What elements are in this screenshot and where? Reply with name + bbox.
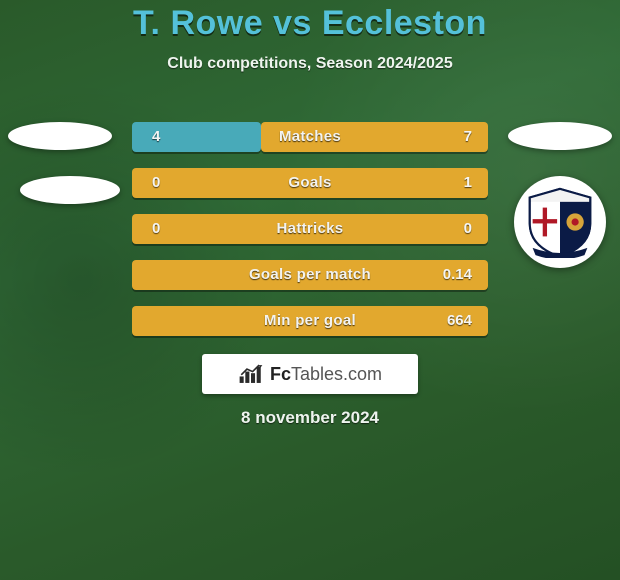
brand-text: FcTables.com <box>270 364 382 385</box>
stat-value-right: 0 <box>464 214 472 244</box>
page-subtitle: Club competitions, Season 2024/2025 <box>0 55 620 73</box>
stat-label: Goals <box>132 168 488 198</box>
stat-value-left: 0 <box>152 214 160 244</box>
stat-value-left: 0 <box>152 168 160 198</box>
stat-value-right: 7 <box>464 122 472 152</box>
crest-icon <box>524 186 596 258</box>
stat-label: Matches <box>132 122 488 152</box>
date-label: 8 november 2024 <box>0 408 620 428</box>
stat-label: Goals per match <box>132 260 488 290</box>
stat-value-right: 664 <box>447 306 472 336</box>
stat-rows: Matches47Goals01Hattricks00Goals per mat… <box>132 122 488 352</box>
comparison-card: T. Rowe vs Eccleston Club competitions, … <box>0 0 620 580</box>
brand-text-rest: Tables.com <box>291 364 382 384</box>
stat-row: Goals0 1 <box>132 168 488 198</box>
stat-value-right: 1 <box>464 168 472 198</box>
right-team-crest <box>514 176 606 268</box>
stat-row: Hattricks0 0 <box>132 214 488 244</box>
brand-text-bold: Fc <box>270 364 291 384</box>
right-team-logo-1 <box>508 122 612 150</box>
stat-row: Matches4 7 <box>132 122 488 152</box>
brand-chart-icon <box>238 363 264 385</box>
left-team-logo-1 <box>8 122 112 150</box>
stat-row: Min per goal664 <box>132 306 488 336</box>
brand-badge: FcTables.com <box>202 354 418 394</box>
page-title: T. Rowe vs Eccleston <box>0 0 620 43</box>
stat-label: Min per goal <box>132 306 488 336</box>
stat-value-right: 0.14 <box>443 260 472 290</box>
stat-row: Goals per match0.14 <box>132 260 488 290</box>
left-team-logo-2 <box>20 176 120 204</box>
stat-label: Hattricks <box>132 214 488 244</box>
stat-value-left: 4 <box>152 122 160 152</box>
